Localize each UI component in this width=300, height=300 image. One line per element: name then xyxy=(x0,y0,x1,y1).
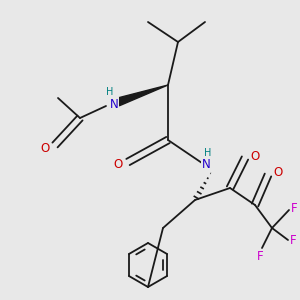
Polygon shape xyxy=(117,85,168,106)
Text: H: H xyxy=(106,87,114,97)
Text: N: N xyxy=(110,98,118,110)
Text: N: N xyxy=(202,158,210,172)
Text: F: F xyxy=(291,202,297,214)
Text: O: O xyxy=(250,149,260,163)
Text: F: F xyxy=(257,250,263,263)
Text: O: O xyxy=(113,158,123,170)
Text: O: O xyxy=(40,142,50,154)
Text: O: O xyxy=(273,167,283,179)
Text: F: F xyxy=(290,233,296,247)
Text: H: H xyxy=(204,148,212,158)
